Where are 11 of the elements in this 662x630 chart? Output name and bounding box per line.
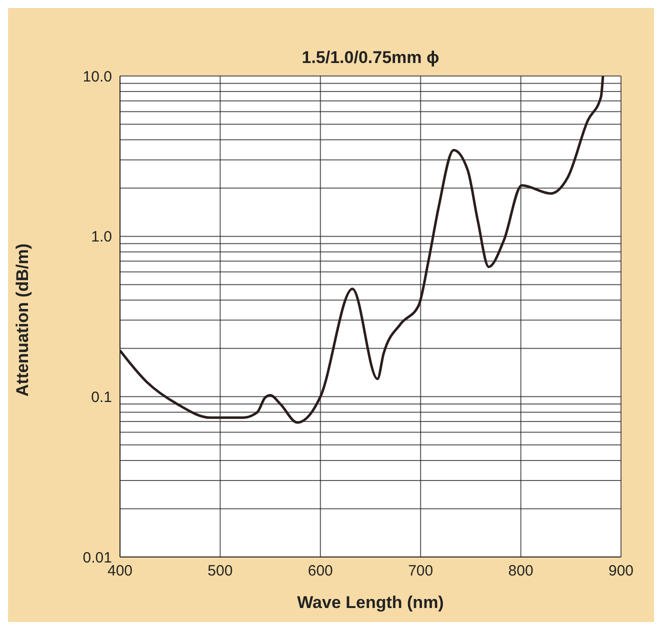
- y-tick-label: 10.0: [82, 68, 112, 86]
- y-axis-title: Attenuation (dB/m): [13, 244, 32, 396]
- y-tick-label: 0.1: [91, 388, 112, 406]
- x-tick-label: 600: [308, 562, 333, 580]
- y-tick-label: 1.0: [91, 228, 112, 246]
- x-tick-label: 700: [408, 562, 434, 580]
- chart-title: 1.5/1.0/0.75mm ϕ: [300, 48, 440, 68]
- x-tick-label: 500: [208, 562, 233, 580]
- x-tick-label: 900: [608, 562, 634, 580]
- x-axis-title: Wave Length (nm): [297, 593, 444, 612]
- x-tick-label: 800: [508, 562, 534, 580]
